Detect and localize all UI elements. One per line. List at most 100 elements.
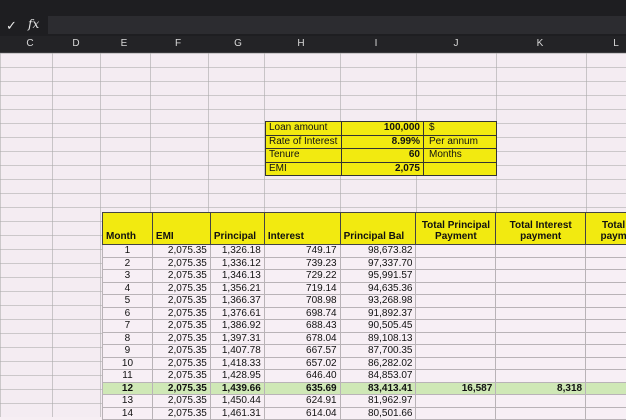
table-cell[interactable]: 657.02	[264, 357, 340, 370]
column-header-j[interactable]: J	[446, 38, 466, 49]
table-cell[interactable]: 624.91	[264, 395, 340, 408]
table-cell[interactable]: 749.17	[264, 245, 340, 258]
table-cell[interactable]	[586, 257, 626, 270]
header-emi[interactable]: EMI	[152, 213, 210, 245]
table-cell[interactable]	[416, 295, 496, 308]
table-cell[interactable]: 90,505.45	[340, 320, 416, 333]
table-cell[interactable]	[586, 320, 626, 333]
table-cell[interactable]: 739.23	[264, 257, 340, 270]
table-cell[interactable]: 2,075.35	[152, 270, 210, 283]
table-cell[interactable]: 94,635.36	[340, 282, 416, 295]
fx-icon[interactable]: fx	[28, 17, 39, 31]
table-cell[interactable]	[416, 282, 496, 295]
table-cell[interactable]	[586, 307, 626, 320]
table-cell[interactable]: 2,075.35	[152, 282, 210, 295]
column-header-i[interactable]: I	[366, 38, 386, 49]
table-cell[interactable]	[496, 370, 586, 383]
column-header-h[interactable]: H	[291, 38, 311, 49]
table-cell[interactable]	[586, 245, 626, 258]
table-cell[interactable]: 1,397.31	[210, 332, 264, 345]
column-header-f[interactable]: F	[168, 38, 188, 49]
table-cell[interactable]: 2,075.35	[152, 307, 210, 320]
table-cell[interactable]	[496, 407, 586, 420]
table-cell[interactable]	[496, 357, 586, 370]
table-cell[interactable]: 98,673.82	[340, 245, 416, 258]
table-cell[interactable]: 688.43	[264, 320, 340, 333]
table-cell[interactable]: 2,075.35	[152, 320, 210, 333]
table-cell[interactable]	[586, 282, 626, 295]
table-cell[interactable]	[496, 332, 586, 345]
table-cell[interactable]: 1,356.21	[210, 282, 264, 295]
table-cell[interactable]: 1,439.66	[210, 382, 264, 395]
summary-unit[interactable]	[424, 163, 496, 176]
column-header-k[interactable]: K	[530, 38, 550, 49]
table-cell[interactable]: 1,336.12	[210, 257, 264, 270]
table-cell[interactable]: 89,108.13	[340, 332, 416, 345]
table-cell[interactable]: 614.04	[264, 407, 340, 420]
summary-value[interactable]: 100,000	[342, 122, 424, 135]
table-cell[interactable]: 646.40	[264, 370, 340, 383]
table-cell[interactable]: 87,700.35	[340, 345, 416, 358]
table-cell[interactable]: 91,892.37	[340, 307, 416, 320]
formula-input[interactable]	[48, 16, 626, 34]
table-cell[interactable]: 6	[103, 307, 153, 320]
table-cell[interactable]	[416, 407, 496, 420]
table-cell[interactable]: 9	[103, 345, 153, 358]
table-cell[interactable]	[586, 270, 626, 283]
table-cell[interactable]	[416, 320, 496, 333]
table-cell[interactable]	[496, 245, 586, 258]
header-total-principal[interactable]: Total Principal Payment	[416, 213, 496, 245]
header-total-payment[interactable]: Total paym	[586, 213, 626, 245]
summary-label[interactable]: Rate of Interest	[266, 136, 342, 149]
table-cell[interactable]	[496, 270, 586, 283]
summary-unit[interactable]: Per annum	[424, 136, 496, 149]
table-cell[interactable]	[416, 245, 496, 258]
column-header-e[interactable]: E	[114, 38, 134, 49]
summary-unit[interactable]: Months	[424, 149, 496, 162]
summary-label[interactable]: EMI	[266, 163, 342, 176]
table-cell[interactable]	[416, 257, 496, 270]
header-total-interest[interactable]: Total Interest payment	[496, 213, 586, 245]
table-cell[interactable]	[416, 357, 496, 370]
table-cell[interactable]: 10	[103, 357, 153, 370]
table-cell[interactable]	[496, 320, 586, 333]
header-principal-bal[interactable]: Principal Bal	[340, 213, 416, 245]
table-cell[interactable]: 1,376.61	[210, 307, 264, 320]
table-cell[interactable]: 1,428.95	[210, 370, 264, 383]
table-cell[interactable]: 5	[103, 295, 153, 308]
summary-label[interactable]: Tenure	[266, 149, 342, 162]
header-interest[interactable]: Interest	[264, 213, 340, 245]
table-cell[interactable]	[496, 345, 586, 358]
table-cell[interactable]: 86,282.02	[340, 357, 416, 370]
summary-value[interactable]: 60	[342, 149, 424, 162]
table-cell[interactable]: 84,853.07	[340, 370, 416, 383]
table-cell[interactable]: 2,075.35	[152, 382, 210, 395]
table-cell[interactable]: 2,075.35	[152, 407, 210, 420]
header-principal[interactable]: Principal	[210, 213, 264, 245]
table-cell[interactable]: 635.69	[264, 382, 340, 395]
table-cell[interactable]: 16,587	[416, 382, 496, 395]
table-cell[interactable]	[416, 332, 496, 345]
table-cell[interactable]: 1,326.18	[210, 245, 264, 258]
table-cell[interactable]: 83,413.41	[340, 382, 416, 395]
table-cell[interactable]: 667.57	[264, 345, 340, 358]
table-cell[interactable]: 1,461.31	[210, 407, 264, 420]
table-cell[interactable]: 1,366.37	[210, 295, 264, 308]
table-cell[interactable]	[416, 395, 496, 408]
table-cell[interactable]: 4	[103, 282, 153, 295]
table-cell[interactable]: 2,075.35	[152, 370, 210, 383]
table-cell[interactable]	[586, 332, 626, 345]
summary-label[interactable]: Loan amount	[266, 122, 342, 135]
table-cell[interactable]: 3	[103, 270, 153, 283]
table-cell[interactable]: 1,450.44	[210, 395, 264, 408]
table-cell[interactable]	[416, 307, 496, 320]
table-cell[interactable]: 729.22	[264, 270, 340, 283]
table-cell[interactable]: 12	[103, 382, 153, 395]
table-cell[interactable]: 2	[103, 257, 153, 270]
table-cell[interactable]: 8	[103, 332, 153, 345]
table-cell[interactable]: 1,346.13	[210, 270, 264, 283]
table-cell[interactable]: 95,991.57	[340, 270, 416, 283]
table-cell[interactable]: 80,501.66	[340, 407, 416, 420]
table-cell[interactable]	[586, 370, 626, 383]
table-cell[interactable]: 1,386.92	[210, 320, 264, 333]
